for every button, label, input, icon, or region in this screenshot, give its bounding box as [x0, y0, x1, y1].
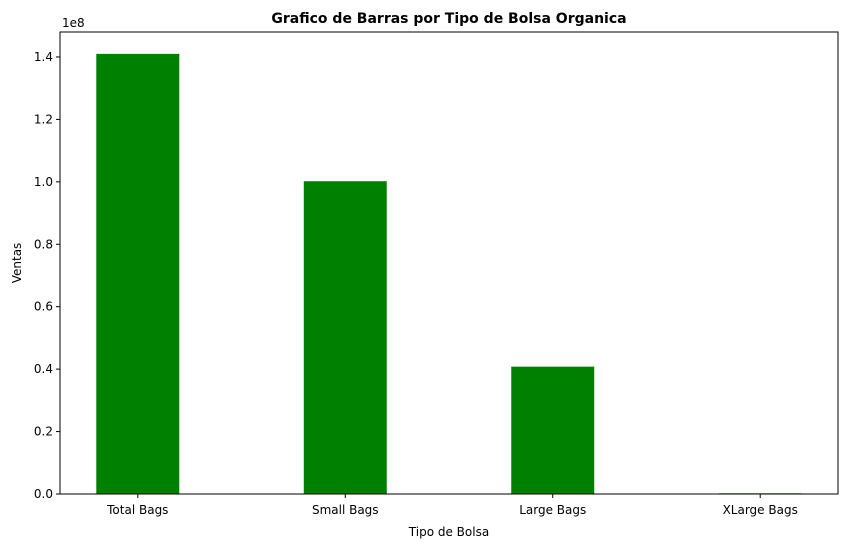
x-axis-title: Tipo de Bolsa [408, 525, 489, 539]
bar-total-bags [96, 53, 180, 495]
y-tick-label: 1.0 [34, 175, 53, 189]
bars-group [96, 53, 802, 495]
y-tick-label: 1.4 [34, 50, 53, 64]
y-tick-label: 1.2 [34, 112, 53, 126]
plot-frame [59, 31, 839, 495]
y-axis-title: Ventas [10, 243, 24, 284]
y-tick-label: 0.2 [34, 425, 53, 439]
x-axis-ticks: Total Bags Small Bags Large Bags XLarge Bag… [106, 494, 798, 517]
bar-small-bags [303, 181, 387, 495]
x-tick-label: Total Bags [106, 503, 168, 517]
chart-title: Grafico de Barras por Tipo de Bolsa Orga… [271, 11, 626, 27]
y-tick-label: 0.8 [34, 237, 53, 251]
x-tick-label: Large Bags [519, 503, 586, 517]
y-tick-label: 0.6 [34, 300, 53, 314]
bar-large-bags [511, 366, 595, 494]
x-tick-label: XLarge Bags [723, 503, 798, 517]
y-tick-label: 0.0 [34, 487, 53, 501]
x-tick-label: Small Bags [312, 503, 379, 517]
y-tick-label: 0.4 [34, 362, 53, 376]
y-offset-label: 1e8 [62, 16, 85, 30]
y-axis-ticks: 0.0 0.2 0.4 0.6 0.8 1.0 1.2 1.4 [34, 50, 60, 501]
